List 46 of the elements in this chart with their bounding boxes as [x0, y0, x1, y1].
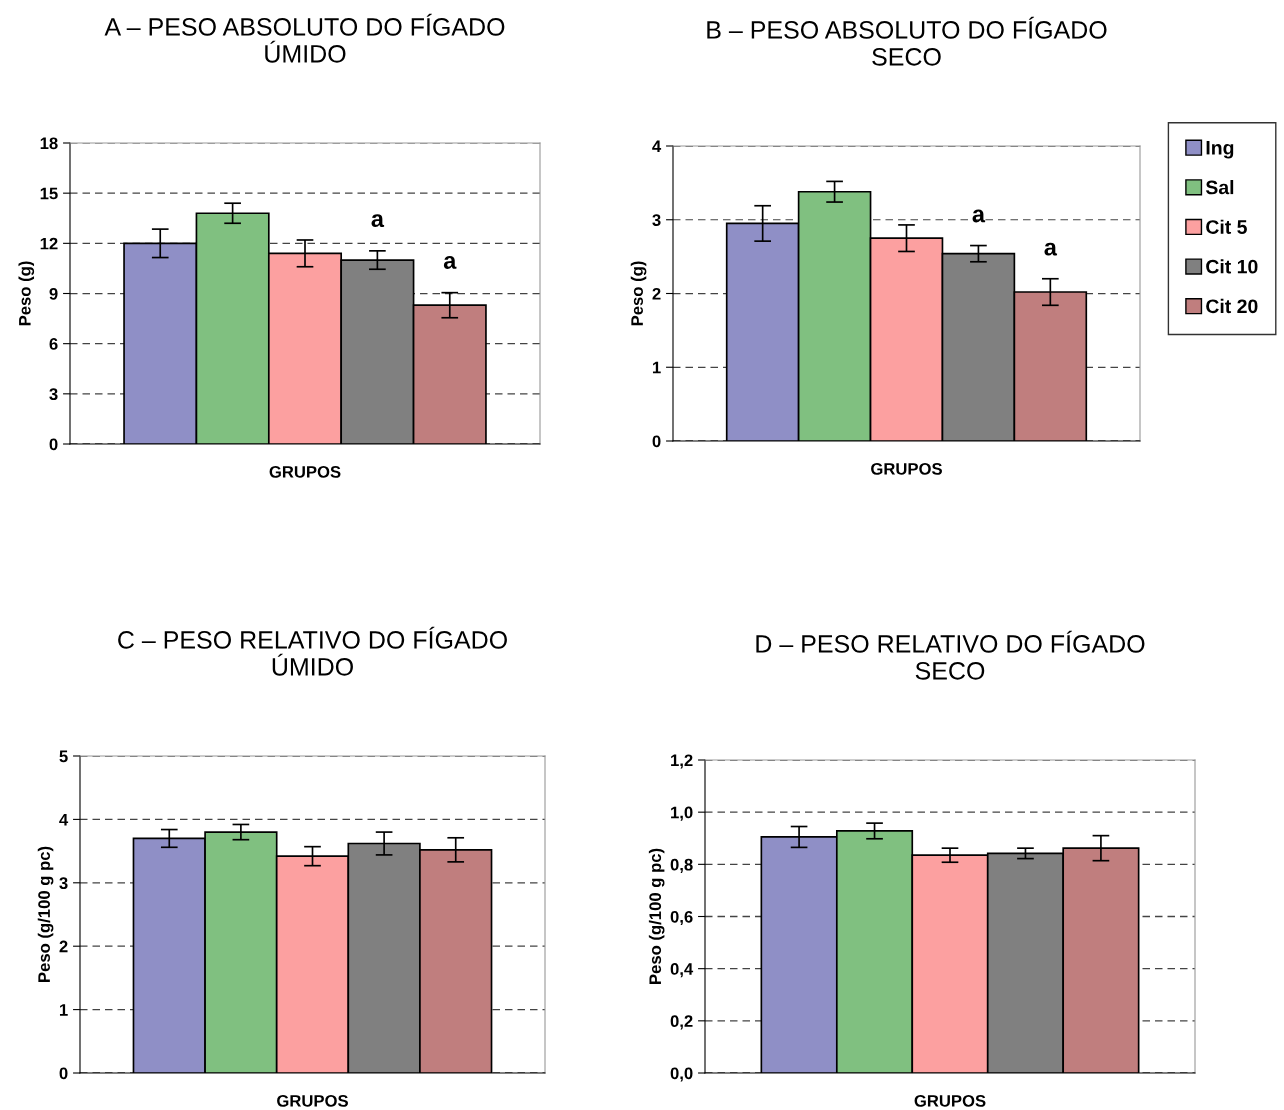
y-tick-label: 3: [652, 214, 661, 226]
y-tick-label: 3: [49, 388, 58, 401]
y-tick-label: 1,0: [671, 806, 693, 821]
y-tick-label: 15: [40, 187, 58, 200]
y-axis-title: Peso (g): [18, 261, 35, 326]
y-tick-label: 0,2: [670, 1015, 693, 1030]
x-axis-title: GRUPOS: [269, 465, 341, 478]
legend-label: Cit 5: [1206, 219, 1247, 234]
y-tick-label: 1: [652, 361, 661, 374]
legend-label: Ing: [1206, 141, 1234, 159]
y-tick-label: 0,4: [670, 963, 694, 978]
y-tick-label: 9: [49, 287, 58, 300]
y-tick-label: 18: [40, 137, 58, 150]
y-tick-label: 0: [652, 435, 661, 448]
chart-title: C – PESO RELATIVO DO FÍGADO ÚMIDO: [118, 626, 507, 676]
y-tick-label: 0,6: [670, 910, 693, 926]
y-axis-title: Peso (g/100 g pc): [648, 848, 665, 984]
y-axis-title: Peso (g/100 g pc): [37, 846, 54, 982]
y-tick-label: 0,0: [670, 1067, 693, 1082]
annotation: a: [972, 209, 986, 223]
y-tick-label: 3: [59, 877, 68, 890]
y-tick-label: 4: [59, 813, 69, 826]
chart-title: A – PESO ABSOLUTO DO FÍGADO ÚMIDO: [104, 13, 505, 63]
annotation: a: [443, 255, 457, 269]
y-tick-label: 0,8: [670, 858, 693, 873]
legend-label: Cit 10: [1206, 259, 1258, 274]
y-tick-label: 2: [652, 287, 661, 300]
annotation: a: [1044, 242, 1058, 256]
legend-label: Sal: [1205, 180, 1234, 195]
y-tick-label: 4: [652, 140, 662, 153]
annotation: a: [371, 214, 385, 228]
y-tick-label: 1,2: [671, 754, 693, 769]
chart-title: B – PESO ABSOLUTO DO FÍGADO SECO: [707, 16, 1107, 66]
x-axis-title: GRUPOS: [914, 1094, 986, 1107]
y-tick-label: 5: [59, 750, 68, 763]
x-axis-title: GRUPOS: [871, 462, 942, 475]
y-tick-label: 1: [59, 1004, 68, 1016]
y-tick-label: 0: [49, 438, 58, 451]
y-axis-title: Peso (g): [630, 261, 647, 326]
legend-label: Cit 20: [1206, 298, 1258, 314]
y-tick-label: 0: [59, 1067, 68, 1080]
y-tick-label: 6: [49, 338, 58, 350]
y-tick-label: 12: [40, 237, 58, 250]
chart-title: D – PESO RELATIVO DO FÍGADO SECO: [756, 630, 1145, 680]
y-tick-label: 2: [59, 940, 68, 953]
x-axis-title: GRUPOS: [277, 1094, 348, 1107]
